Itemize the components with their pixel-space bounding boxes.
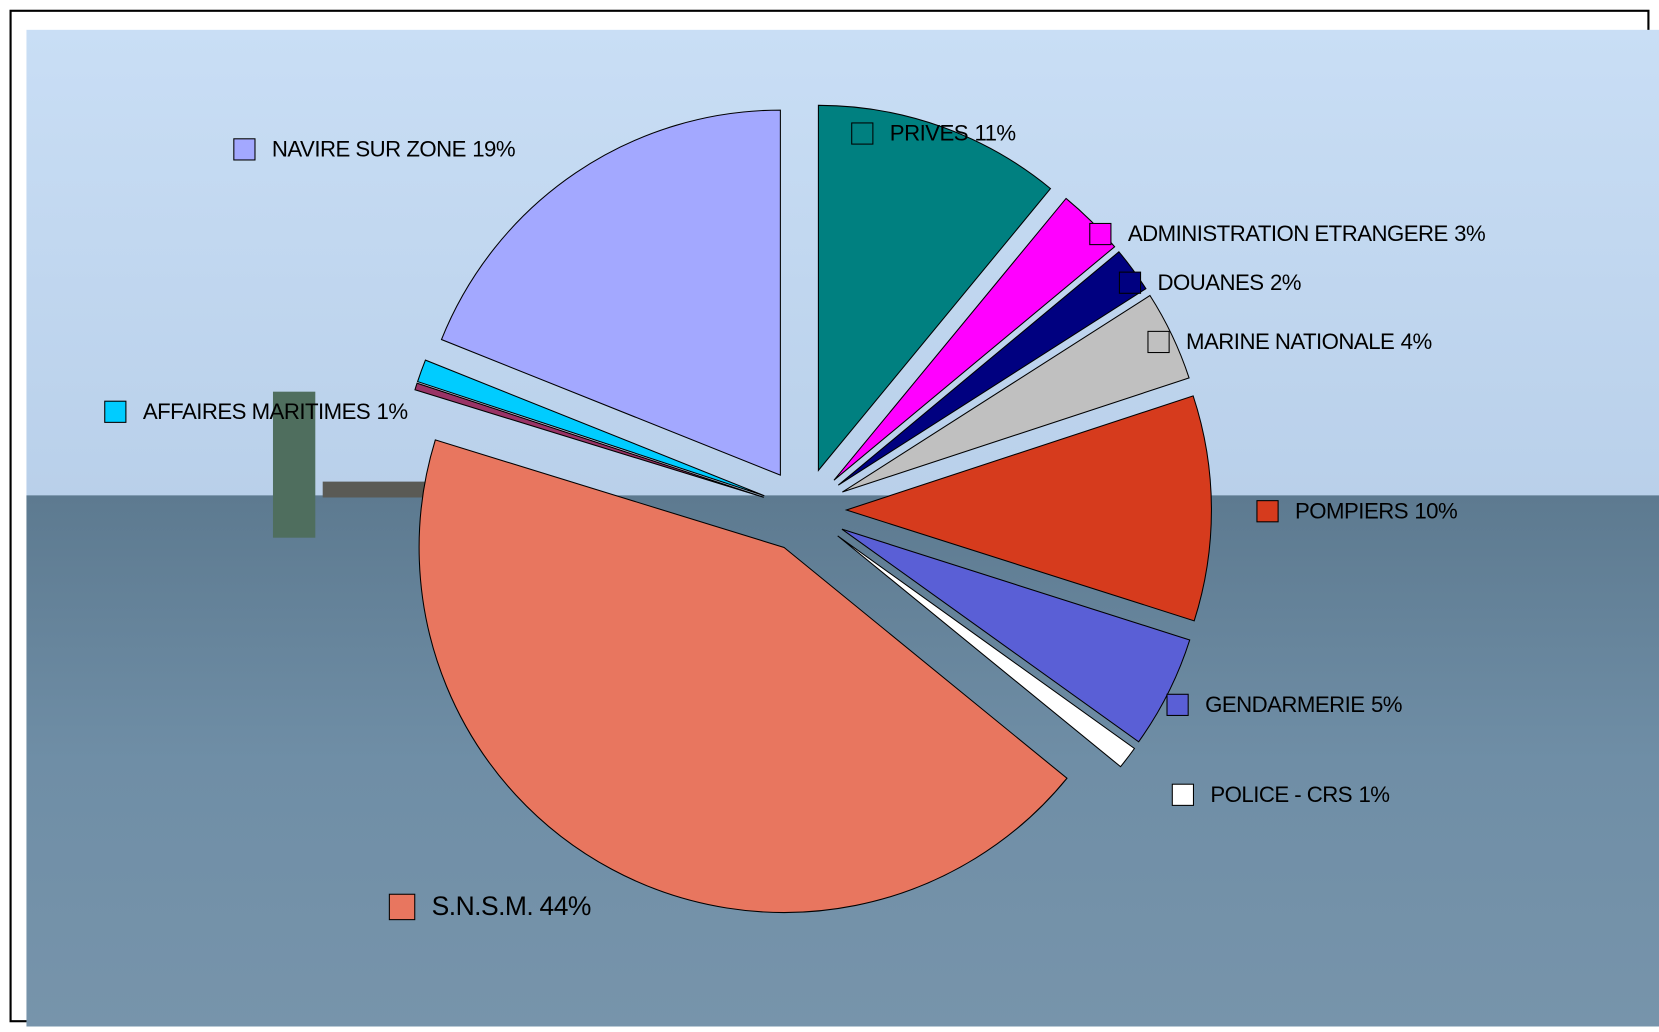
slice-label: PRIVES 11% <box>890 120 1016 145</box>
percent-label: 1% <box>377 399 408 424</box>
category-name: PRIVES <box>890 120 968 145</box>
legend-swatch <box>1256 500 1279 523</box>
percent-label: 44% <box>540 891 591 921</box>
slice-label: NAVIRE SUR ZONE 19% <box>272 136 515 161</box>
pie-slice <box>817 104 1052 472</box>
labels: PRIVES 11% ADMINISTRATION ETRANGERE 3% DOUAN… <box>104 120 1486 921</box>
legend-swatch <box>104 400 127 423</box>
percent-label: 4% <box>1401 329 1432 354</box>
slice-label: AFFAIRES MARITIMES 1% <box>143 399 408 424</box>
pie-slice <box>844 395 1212 622</box>
percent-label: 5% <box>1371 692 1402 717</box>
category-name: DOUANES <box>1157 270 1263 295</box>
category-name: POMPIERS <box>1295 498 1408 523</box>
pie-slice <box>414 382 764 498</box>
category-name: NAVIRE SUR ZONE <box>272 136 466 161</box>
rocks <box>322 481 440 498</box>
lighthouse <box>272 391 316 538</box>
category-name: ADMINISTRATION ETRANGERE <box>1128 221 1448 246</box>
slice-label: DOUANES 2% <box>1157 270 1301 295</box>
legend-swatch <box>1147 330 1170 354</box>
pie-slice <box>440 109 781 476</box>
legend-swatch <box>388 893 416 921</box>
pie-slice <box>837 251 1147 486</box>
percent-label: 2% <box>1270 270 1301 295</box>
pie-slice <box>418 439 1068 913</box>
legend-swatch <box>851 122 874 145</box>
pie-slice <box>833 197 1116 481</box>
pie-slice <box>837 535 1136 768</box>
percent-label: 3% <box>1454 221 1485 246</box>
category-name: AFFAIRES MARITIMES <box>143 399 370 424</box>
percent-label: 19% <box>472 136 515 161</box>
category-name: GENDARMERIE <box>1205 692 1365 717</box>
slice-label: POMPIERS 10% <box>1295 498 1457 523</box>
legend-swatch <box>1171 783 1194 806</box>
slice-label: MARINE NATIONALE 4% <box>1186 329 1432 354</box>
slice-label: ADMINISTRATION ETRANGERE 3% <box>1128 221 1485 246</box>
percent-label: 11% <box>974 120 1015 145</box>
percent-label: 1% <box>1358 782 1389 807</box>
legend-swatch <box>1166 693 1189 716</box>
pie-slice <box>841 528 1191 743</box>
pie-slice <box>416 359 765 497</box>
category-name: S.N.S.M. <box>432 891 534 921</box>
pie-slice <box>842 294 1190 493</box>
legend-swatch <box>1089 222 1112 246</box>
slice-label: GENDARMERIE 5% <box>1205 692 1402 717</box>
category-name: POLICE - CRS <box>1210 782 1352 807</box>
legend-swatch <box>1118 271 1142 294</box>
pie <box>414 104 1212 913</box>
percent-label: 10% <box>1414 498 1457 523</box>
category-name: MARINE NATIONALE <box>1186 329 1394 354</box>
slice-label: S.N.S.M. 44% <box>432 891 591 921</box>
legend-swatch <box>233 138 256 161</box>
slice-label: POLICE - CRS 1% <box>1210 782 1389 807</box>
